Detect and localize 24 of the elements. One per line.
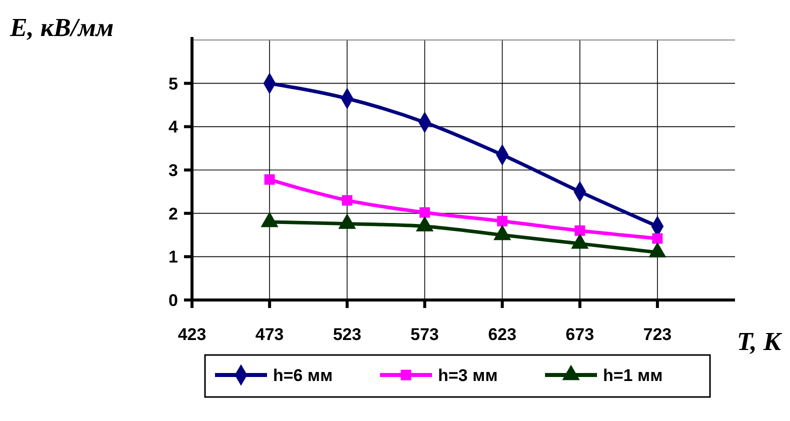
x-tick-label: 573 (410, 325, 439, 344)
y-axis-title: E, кВ/мм (9, 13, 114, 42)
y-tick-label: 5 (168, 74, 178, 94)
legend-label: h=6 мм (273, 366, 333, 385)
x-tick-label: 723 (643, 325, 672, 344)
legend-label: h=3 мм (438, 366, 498, 385)
point (574, 225, 586, 236)
y-tick-label: 4 (168, 118, 179, 137)
point (264, 174, 275, 185)
x-tick-label: 623 (488, 325, 516, 344)
point (419, 207, 430, 218)
x-tick-label: 673 (566, 325, 594, 344)
x-tick-label: 523 (332, 325, 362, 344)
legend-label: h=1 мм (603, 366, 663, 385)
x-tick-label: 473 (255, 325, 284, 344)
x-axis-title: T, К (736, 327, 782, 356)
point (497, 216, 508, 226)
y-tick-label: 3 (168, 160, 178, 180)
y-tick-label: 1 (168, 248, 178, 267)
point (342, 195, 352, 206)
x-tick-label: 423 (178, 325, 206, 344)
y-tick-label: 2 (168, 204, 178, 224)
y-tick-label: 0 (168, 290, 178, 310)
point (652, 233, 663, 244)
